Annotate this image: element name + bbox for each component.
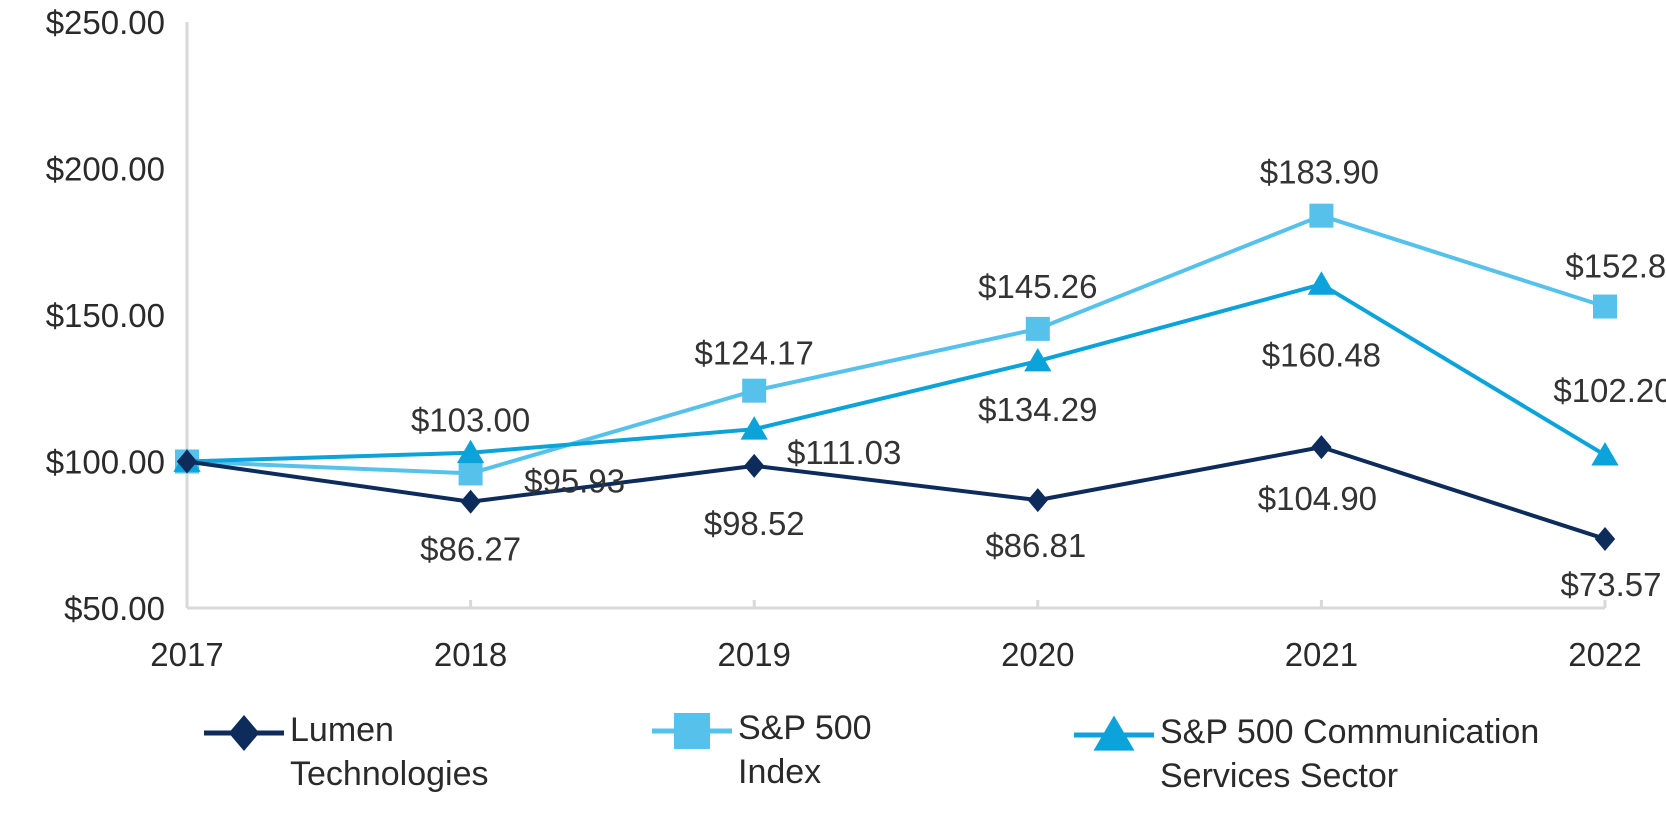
data-label: $86.27	[420, 531, 521, 568]
legend-label-sp500-comm: S&P 500 Communication Services Sector	[1160, 713, 1540, 795]
x-tick-label: 2017	[150, 636, 223, 673]
y-tick-label: $200.00	[46, 151, 165, 188]
x-tick-label: 2020	[1001, 636, 1074, 673]
y-tick-label: $100.00	[46, 444, 165, 481]
legend: Lumen Technologies S&P 500 Index S&P 500…	[0, 700, 1666, 823]
data-point	[1309, 203, 1334, 228]
data-point	[742, 378, 767, 403]
data-label: $86.81	[985, 527, 1086, 564]
legend-marker	[228, 715, 260, 751]
data-point	[176, 449, 198, 474]
legend-item-lumen: Lumen Technologies	[204, 708, 488, 796]
legend-marker	[1093, 715, 1135, 751]
data-point	[1025, 316, 1050, 341]
data-label: $103.00	[411, 402, 530, 439]
data-point	[1311, 435, 1332, 460]
data-point	[744, 453, 765, 478]
data-label: $104.90	[1258, 480, 1377, 517]
legend-label-sp500: S&P 500 Index	[738, 709, 872, 791]
data-label: $152.89	[1565, 248, 1666, 285]
x-tick-label: 2019	[717, 636, 790, 673]
x-tick-labels: 2017 2018 2019 2020 2021 2022	[150, 636, 1641, 673]
data-label: $111.03	[787, 434, 901, 471]
legend-item-sp500-comm: S&P 500 Communication Services Sector	[1074, 710, 1539, 798]
y-tick-label: $250.00	[46, 4, 165, 41]
series-group	[173, 203, 1619, 551]
y-tick-labels: $50.00 $100.00 $150.00 $200.00 $250.00	[46, 4, 165, 627]
data-point	[460, 489, 481, 514]
data-label: $124.17	[695, 335, 814, 372]
x-tick-label: 2022	[1568, 636, 1641, 673]
data-label: $98.52	[704, 505, 805, 542]
x-tick-marks	[469, 600, 1607, 608]
x-tick-label: 2018	[434, 636, 507, 673]
data-label: $73.57	[1561, 566, 1662, 603]
data-label: $134.29	[978, 391, 1097, 428]
data-label: $145.26	[978, 268, 1097, 305]
data-label: $102.20	[1553, 372, 1666, 409]
data-point	[1024, 348, 1052, 372]
legend-item-sp500: S&P 500 Index	[652, 706, 872, 794]
data-label: $160.48	[1262, 336, 1381, 373]
x-tick-label: 2021	[1285, 636, 1358, 673]
data-point	[1591, 442, 1619, 466]
data-labels: $86.27 $98.52 $86.81 $104.90 $73.57 $95.93 $12…	[411, 154, 1666, 603]
series-line	[186, 445, 1606, 541]
legend-marker	[674, 713, 710, 749]
data-point	[456, 439, 485, 464]
data-point	[740, 416, 768, 440]
legend-swatch-lumen	[204, 715, 284, 751]
y-tick-label: $50.00	[64, 590, 165, 627]
data-label: $183.90	[1260, 154, 1379, 191]
legend-swatch-sp500-comm	[1074, 715, 1154, 751]
legend-label-lumen: Lumen Technologies	[290, 711, 489, 793]
data-label: $95.93	[524, 462, 625, 499]
legend-swatch-sp500	[652, 713, 732, 749]
y-tick-label: $150.00	[46, 297, 165, 334]
series-line	[186, 282, 1607, 464]
data-point	[1593, 294, 1617, 319]
data-point	[458, 461, 483, 486]
data-point	[1594, 526, 1616, 551]
data-point	[1027, 488, 1048, 513]
data-point	[1307, 271, 1336, 295]
line-chart: $50.00$100.00$150.00$200.00$250.00 2017 2…	[46, 4, 1666, 673]
series-line	[186, 213, 1606, 476]
